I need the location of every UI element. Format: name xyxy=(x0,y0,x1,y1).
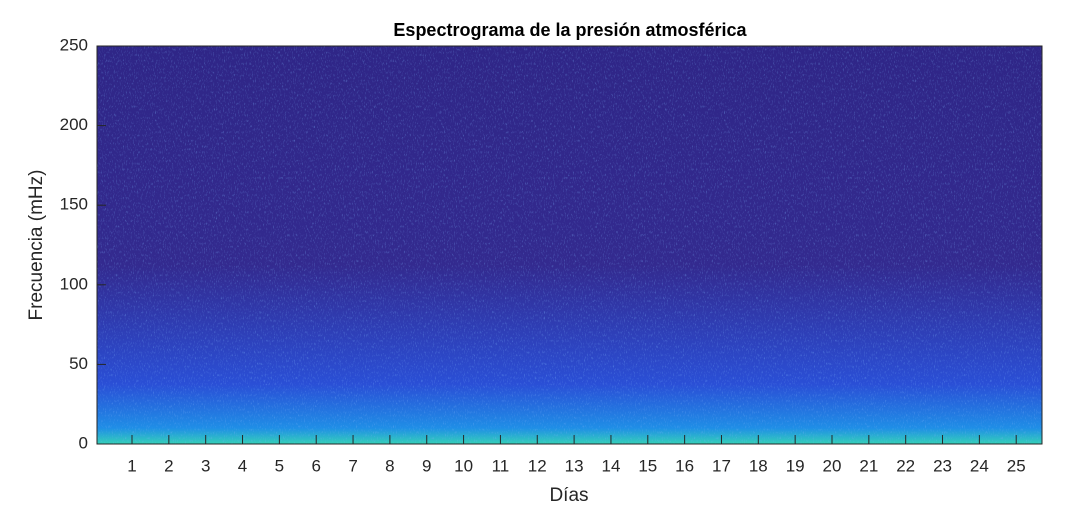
x-tick-label: 2 xyxy=(164,456,173,475)
x-tick-label: 19 xyxy=(786,456,805,475)
x-tick-label: 11 xyxy=(492,456,510,475)
x-tick-label: 18 xyxy=(749,456,768,475)
x-tick-label: 16 xyxy=(675,456,694,475)
x-tick-label: 8 xyxy=(385,456,394,475)
y-tick-label: 200 xyxy=(60,115,88,134)
x-tick-label: 5 xyxy=(275,456,284,475)
y-tick-label: 150 xyxy=(60,195,88,214)
y-tick-label: 100 xyxy=(60,274,88,293)
x-tick-label: 20 xyxy=(823,456,842,475)
x-tick-label: 13 xyxy=(565,456,584,475)
y-axis-label: Frecuencia (mHz) xyxy=(26,170,47,321)
x-tick-label: 15 xyxy=(638,456,657,475)
y-tick-label: 50 xyxy=(69,354,88,373)
x-tick-label: 9 xyxy=(422,456,431,475)
chart-title: Espectrograma de la presión atmosférica xyxy=(393,20,747,40)
x-tick-label: 14 xyxy=(601,456,620,475)
y-tick-label: 250 xyxy=(60,35,88,54)
y-tick-label: 0 xyxy=(79,433,88,452)
x-tick-label: 4 xyxy=(238,456,247,475)
x-tick-label: 12 xyxy=(528,456,547,475)
x-tick-label: 17 xyxy=(712,456,731,475)
x-tick-label: 1 xyxy=(127,456,136,475)
x-tick-label: 22 xyxy=(896,456,915,475)
x-tick-label: 7 xyxy=(348,456,357,475)
x-tick-label: 10 xyxy=(454,456,473,475)
x-tick-label: 21 xyxy=(859,456,878,475)
plot-frame xyxy=(96,45,1043,445)
x-tick-label: 3 xyxy=(201,456,210,475)
x-tick-label: 24 xyxy=(970,456,989,475)
spectrogram-texture xyxy=(97,46,1042,444)
x-axis-label: Días xyxy=(549,485,588,506)
x-tick-label: 6 xyxy=(311,456,320,475)
x-tick-label: 23 xyxy=(933,456,952,475)
x-tick-label: 25 xyxy=(1007,456,1026,475)
